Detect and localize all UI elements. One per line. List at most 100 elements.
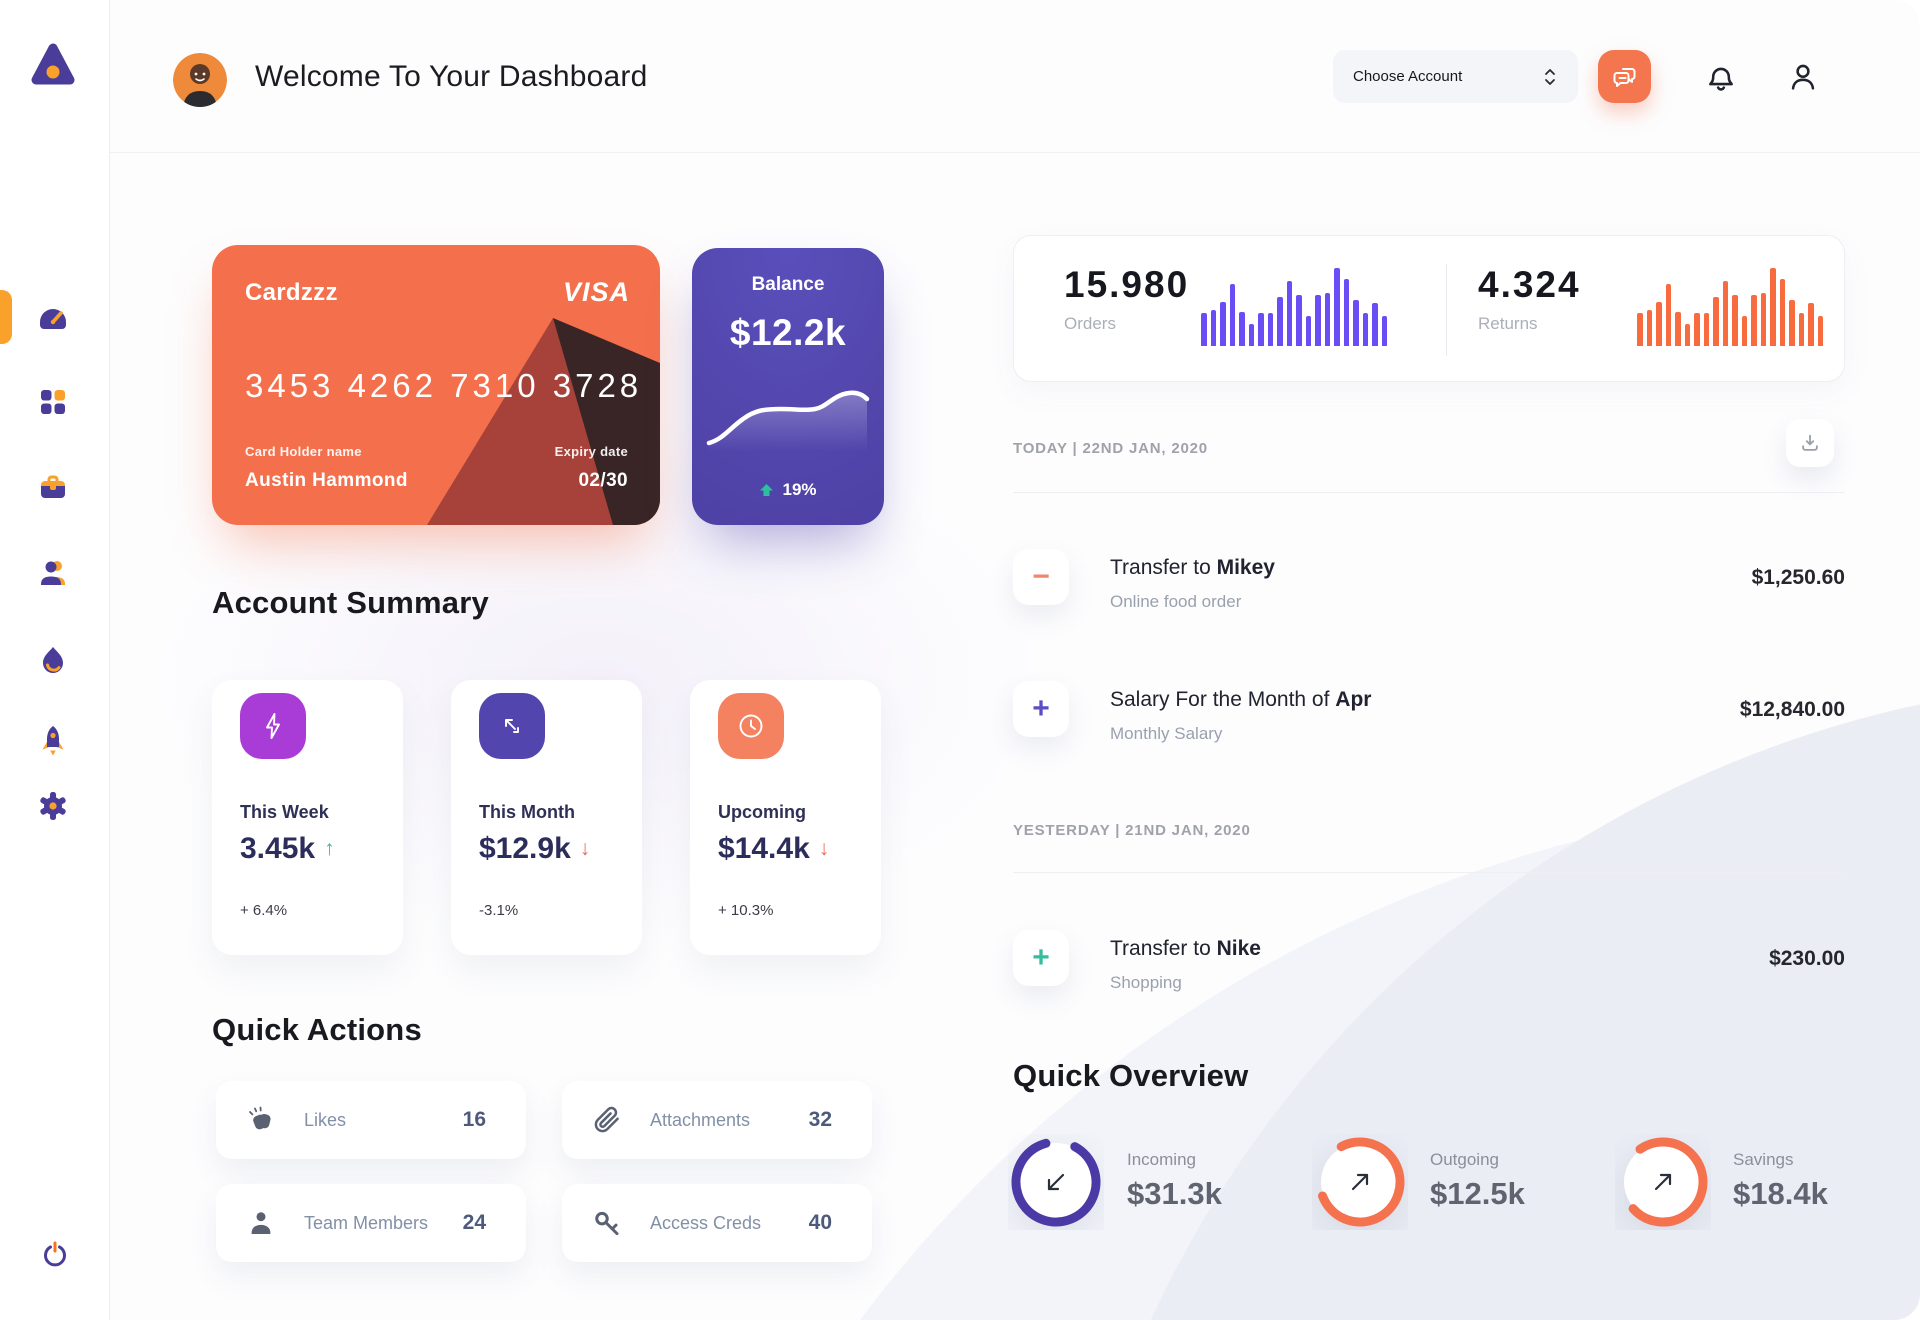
- balance-sparkline: [706, 390, 870, 451]
- summary-value: $12.9k: [479, 832, 571, 865]
- sidebar-item-apps[interactable]: [37, 386, 69, 418]
- lightning-icon: [240, 693, 306, 759]
- transaction-title[interactable]: Transfer to Mikey: [1110, 556, 1275, 579]
- choose-account-label: Choose Account: [1353, 68, 1463, 85]
- divider: [1446, 264, 1447, 356]
- transaction-subtitle: Online food order: [1110, 592, 1242, 611]
- transaction-subtitle: Monthly Salary: [1110, 724, 1223, 743]
- notifications-button[interactable]: [1704, 60, 1738, 94]
- transactions-date-header: TODAY | 22ND JAN, 2020: [1013, 440, 1208, 457]
- quick-action-attachments[interactable]: Attachments 32: [562, 1081, 872, 1159]
- messages-button[interactable]: [1598, 50, 1651, 103]
- overview-value: $31.3k: [1127, 1176, 1222, 1211]
- briefcase-icon: [41, 475, 65, 498]
- arrow-up-right-icon: [1351, 1173, 1369, 1191]
- triangle-logo-icon: [31, 43, 75, 85]
- user-avatar[interactable]: [173, 53, 227, 107]
- quick-action-likes[interactable]: Likes 16: [216, 1081, 526, 1159]
- chevron-updown-icon: [1545, 68, 1555, 85]
- orders-value: 15.980: [1064, 264, 1190, 305]
- quick-action-team-members[interactable]: Team Members 24: [216, 1184, 526, 1262]
- summary-delta: -3.1%: [479, 902, 519, 919]
- summary-card-upcoming: Upcoming $14.4k ↓ + 10.3%: [690, 680, 881, 955]
- avatar-photo: [173, 53, 227, 107]
- summary-label: This Week: [240, 802, 329, 822]
- active-nav-indicator: [0, 290, 12, 344]
- card-name: Cardzzz: [245, 279, 338, 306]
- orders-returns-card: 15.980 Orders 4.324 Returns: [1013, 235, 1845, 382]
- orders-bar-chart: [1201, 268, 1395, 346]
- gear-icon: [40, 792, 66, 820]
- card-number: 3453 4262 7310 3728: [245, 367, 643, 404]
- summary-value: $14.4k: [718, 832, 810, 865]
- quick-action-label: Attachments: [650, 1109, 751, 1130]
- overview-label: Incoming: [1127, 1150, 1196, 1169]
- card-decoration: [427, 318, 660, 525]
- trend-arrow-icon: ↓: [818, 837, 830, 860]
- summary-label: This Month: [479, 802, 575, 822]
- balance-title: Balance: [751, 274, 825, 295]
- divider: [1013, 492, 1845, 493]
- speedometer-icon: [40, 309, 66, 329]
- orders-label: Orders: [1064, 314, 1116, 333]
- logout-button[interactable]: [39, 1239, 71, 1271]
- summary-value: 3.45k: [240, 832, 316, 865]
- plus-icon: +: [1013, 681, 1069, 737]
- trend-arrow-icon: ↓: [579, 837, 591, 860]
- sidebar-item-dashboard[interactable]: [37, 301, 69, 333]
- plus-icon: +: [1013, 930, 1069, 986]
- transfer-arrows-icon: [479, 693, 545, 759]
- users-icon: [41, 561, 65, 585]
- flame-icon: [43, 647, 63, 673]
- header: Welcome To Your Dashboard Choose Account: [110, 0, 1920, 153]
- quick-action-access-creds[interactable]: Access Creds 40: [562, 1184, 872, 1262]
- expiry-label: Expiry date: [554, 444, 628, 459]
- sidebar-item-team[interactable]: [37, 557, 69, 589]
- clock-icon: [718, 693, 784, 759]
- transaction-title[interactable]: Transfer to Nike: [1110, 937, 1261, 960]
- clap-icon: [249, 1106, 271, 1130]
- profile-button[interactable]: [1786, 60, 1820, 94]
- app-logo[interactable]: [29, 42, 77, 93]
- summary-delta: + 6.4%: [240, 902, 288, 919]
- summary-delta: + 10.3%: [718, 902, 774, 919]
- quick-action-label: Access Creds: [650, 1212, 762, 1233]
- grid-icon: [41, 390, 65, 414]
- minus-icon: −: [1013, 549, 1069, 605]
- overview-value: $12.5k: [1430, 1176, 1525, 1211]
- member-icon: [251, 1212, 271, 1234]
- transaction-title[interactable]: Salary For the Month of Apr: [1110, 688, 1372, 711]
- credit-card: Cardzzz VISA 3453 4262 7310 3728 Card Ho…: [212, 245, 660, 525]
- person-icon: [1791, 64, 1815, 90]
- sidebar-item-settings[interactable]: [37, 790, 69, 822]
- summary-card-this-week: This Week 3.45k ↑ + 6.4%: [212, 680, 403, 955]
- sidebar-item-work[interactable]: [37, 471, 69, 503]
- up-arrow-icon: [760, 484, 774, 496]
- sidebar-item-trending[interactable]: [37, 644, 69, 676]
- visa-logo: VISA: [562, 277, 630, 307]
- summary-card-this-month: This Month $12.9k ↓ -3.1%: [451, 680, 642, 955]
- page-title: Welcome To Your Dashboard: [255, 60, 648, 93]
- balance-value: $12.2k: [729, 312, 847, 353]
- download-button[interactable]: [1786, 419, 1834, 467]
- transaction-subtitle: Shopping: [1110, 973, 1182, 992]
- divider: [1013, 872, 1845, 873]
- card-holder-name: Austin Hammond: [245, 470, 408, 491]
- overview-label: Savings: [1733, 1150, 1794, 1169]
- quick-action-count: 32: [808, 1108, 832, 1131]
- trend-arrow-icon: ↑: [324, 837, 335, 860]
- balance-change: 19%: [782, 480, 817, 499]
- paperclip-icon: [594, 1106, 619, 1133]
- quick-action-count: 40: [808, 1211, 832, 1234]
- quick-action-count: 24: [462, 1211, 486, 1234]
- transaction-amount: $12,840.00: [1739, 698, 1845, 721]
- expiry-value: 02/30: [578, 470, 628, 491]
- choose-account-select[interactable]: Choose Account: [1333, 50, 1578, 103]
- quick-action-label: Likes: [304, 1109, 347, 1130]
- quick-overview-heading: Quick Overview: [1013, 1058, 1249, 1093]
- download-icon: [1802, 434, 1818, 451]
- balance-card: Balance $12.2k 19%: [692, 248, 884, 525]
- quick-action-label: Team Members: [304, 1212, 429, 1233]
- sidebar-item-launch[interactable]: [37, 724, 69, 756]
